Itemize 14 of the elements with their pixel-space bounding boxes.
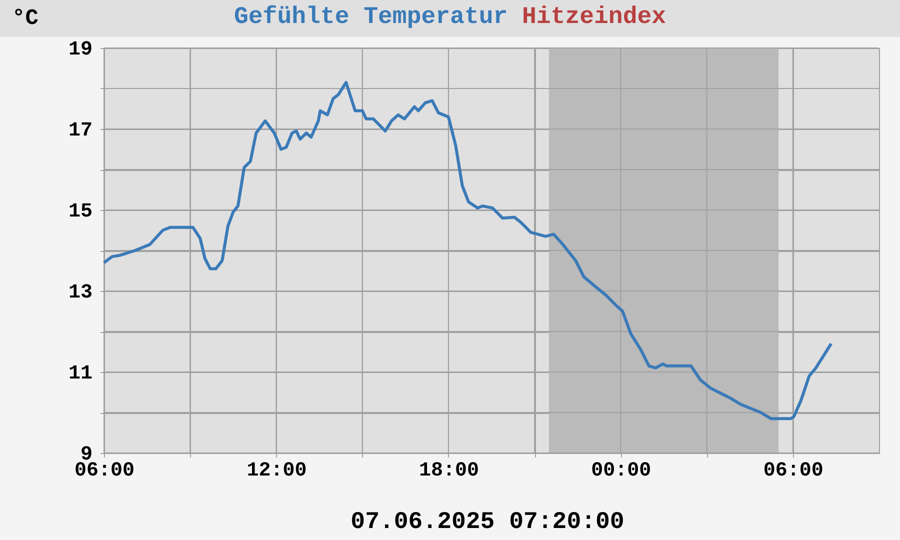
x-tick-label: 00:00 [591, 460, 652, 482]
legend-label: Hitzeindex [522, 4, 666, 31]
y-tick-label: 15 [68, 200, 92, 224]
y-tick-label: 11 [68, 362, 92, 386]
y-tick-label: 19 [68, 38, 92, 62]
x-tick-label: 18:00 [418, 460, 479, 482]
line-series [102, 80, 833, 420]
text: Gefühlte Temperatur [234, 4, 508, 31]
y-tick-label: 17 [68, 120, 92, 142]
x-tick-label: 12:00 [246, 460, 307, 482]
x-axis-title: 07.06.2025 07:20:00 [350, 509, 624, 536]
x-tick-label: 06:00 [763, 460, 824, 482]
y-tick-label: 13 [68, 282, 92, 304]
y-axis-title: °C [12, 6, 38, 31]
